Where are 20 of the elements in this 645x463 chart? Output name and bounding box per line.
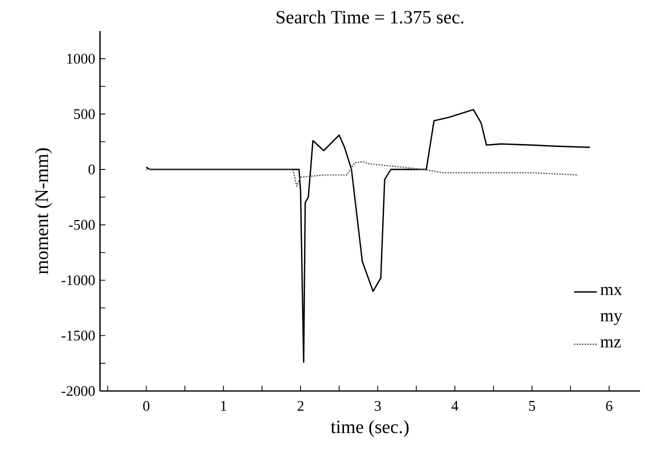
y-tick-label: -1500	[62, 330, 95, 341]
y-tick-label: -1000	[62, 275, 95, 286]
y-tick-label: 500	[74, 109, 95, 120]
chart-title: Search Time = 1.375 sec.	[276, 10, 464, 24]
x-tick-label: 6	[606, 401, 612, 411]
y-axis-title: moment (N-mm)	[34, 148, 52, 274]
x-tick-label: 0	[143, 401, 150, 411]
y-tick-label: -500	[68, 220, 95, 230]
x-tick-label: 1	[221, 401, 226, 411]
x-tick-label: 2	[298, 401, 304, 411]
text: my	[600, 313, 622, 325]
y-tick-label: 1000	[67, 54, 95, 64]
x-tick-label: 3	[374, 401, 381, 411]
y-tick-label: 0	[88, 164, 95, 174]
x-axis-title: time (sec.)	[330, 420, 409, 438]
x-tick-label: 4	[451, 401, 458, 411]
x-tick-label: 5	[529, 401, 536, 411]
y-tick-label: -2000	[62, 386, 95, 396]
legend-label: mz	[600, 339, 621, 348]
legend-label: mx	[600, 286, 622, 296]
